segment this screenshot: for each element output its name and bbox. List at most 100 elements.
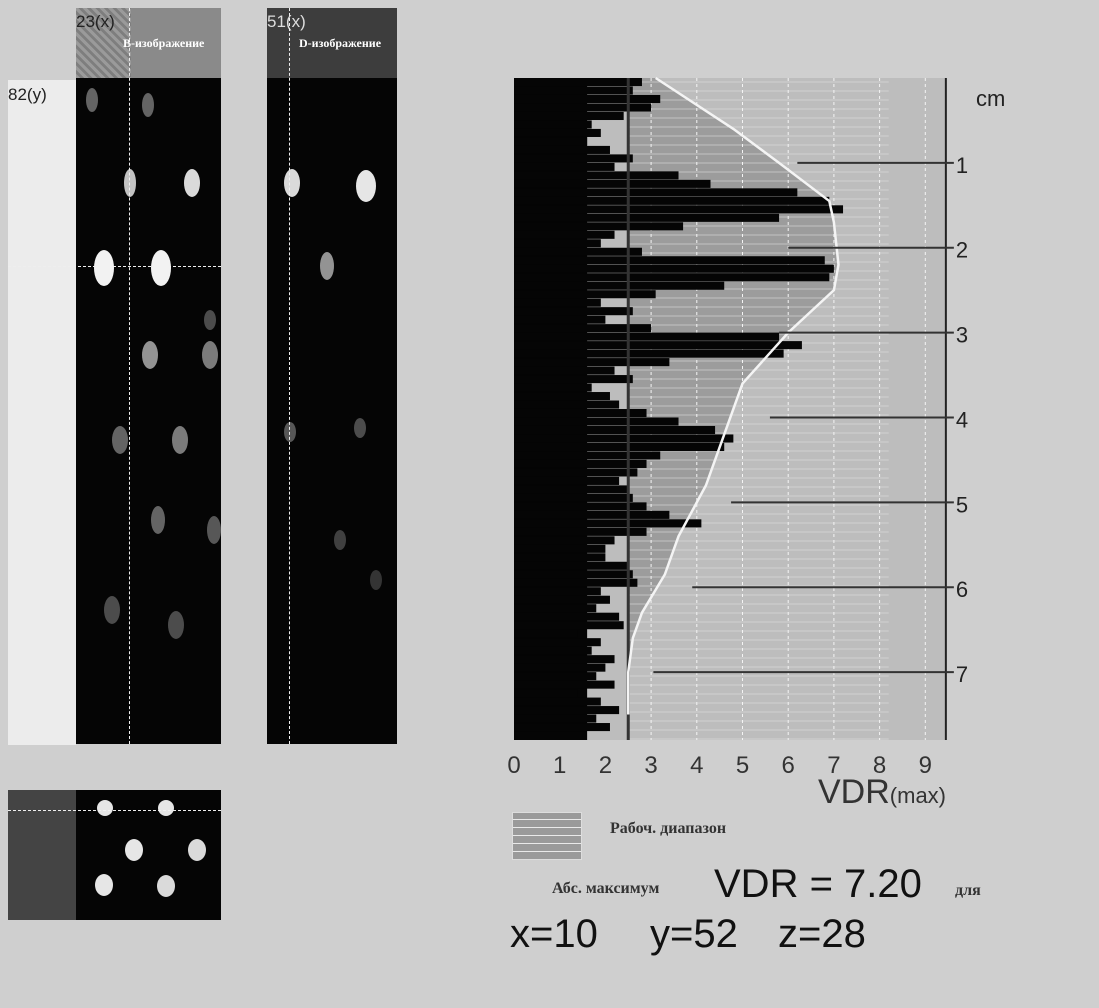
- vdr-bar: [514, 375, 633, 384]
- vdr-bar: [514, 689, 578, 698]
- vdr-bar: [514, 587, 601, 596]
- d-image-marker: 51(x): [267, 12, 306, 31]
- vdr-bar: [514, 697, 601, 706]
- coord-z: z=28: [778, 912, 866, 956]
- vdr-tick-label: 2: [599, 752, 612, 779]
- b-image-side-strip: [8, 80, 76, 745]
- vdr-bar: [514, 188, 798, 197]
- reflector-spot: [188, 839, 206, 861]
- vdr-bar: [514, 714, 597, 723]
- depth-tick-label: 1: [956, 153, 968, 178]
- reflector-spot: [142, 93, 154, 117]
- vdr-bar: [514, 213, 780, 222]
- reflector-spot: [151, 506, 165, 534]
- vdr-envelope-line: [627, 76, 840, 715]
- vdr-bar: [514, 383, 592, 392]
- x-axis-label: VDR(max): [818, 773, 946, 812]
- for-label: для: [955, 882, 981, 899]
- depth-tick-label: 4: [956, 407, 968, 432]
- b-image-header: 23(x) B-изображение: [76, 8, 221, 78]
- vdr-bar: [514, 307, 633, 316]
- vdr-bar: [514, 324, 652, 333]
- vdr-bar: [514, 561, 629, 570]
- reflector-spot: [86, 88, 98, 112]
- vdr-bar: [514, 425, 716, 435]
- vdr-max-value: VDR = 7.20: [714, 862, 922, 906]
- vdr-bar: [514, 476, 620, 485]
- vdr-bar: [514, 341, 802, 350]
- b-image-crosshair-horizontal: [8, 266, 221, 267]
- reflector-spot: [354, 418, 366, 438]
- vdr-bar: [514, 680, 615, 689]
- vdr-bar: [514, 111, 624, 121]
- vdr-bar: [514, 128, 601, 137]
- reflector-spot: [334, 530, 346, 550]
- reflector-spot: [97, 800, 113, 816]
- vdr-bar: [514, 527, 647, 536]
- vdr-bar: [514, 137, 588, 146]
- b-image-title: B-изображение: [123, 36, 205, 50]
- reflector-spot: [356, 170, 376, 202]
- d-image-crosshair-vertical: [289, 8, 290, 744]
- vdr-bar: [514, 655, 615, 664]
- vdr-bar: [514, 629, 578, 638]
- vdr-bar: [514, 493, 633, 502]
- vdr-bar: [514, 273, 830, 282]
- b-image-crosshair-vertical: [129, 8, 130, 744]
- vdr-bar: [514, 612, 620, 621]
- vdr-bar: [514, 409, 647, 418]
- vdr-bar: [514, 358, 670, 367]
- vdr-bar: [514, 451, 661, 460]
- depth-tick-label: 5: [956, 492, 968, 517]
- vdr-bar: [514, 723, 610, 732]
- vdr-bar: [514, 544, 606, 553]
- reflector-spot: [151, 250, 171, 286]
- x-axis-label-main: VDR: [818, 773, 890, 811]
- vdr-bar: [514, 264, 834, 273]
- reflector-spot: [142, 341, 158, 369]
- vdr-bar: [514, 434, 734, 443]
- d-image-title: D-изображение: [299, 36, 382, 50]
- vdr-bar: [514, 247, 642, 256]
- reflector-spot: [204, 310, 216, 330]
- vdr-bar: [514, 196, 830, 205]
- vdr-bar: [514, 171, 679, 180]
- vdr-bar: [514, 239, 601, 248]
- reflector-spot: [284, 169, 300, 197]
- vdr-bar: [514, 392, 610, 401]
- vdr-bar: [514, 179, 711, 188]
- vdr-tick-label: 3: [644, 752, 657, 779]
- reflector-spot: [157, 875, 175, 897]
- vdr-bar: [514, 502, 647, 511]
- vdr-tick-label: 8: [873, 752, 886, 779]
- vdr-bar: [514, 706, 620, 715]
- vdr-bar: [514, 256, 825, 265]
- working-range-legend-label: Рабоч. диапазон: [610, 820, 727, 837]
- working-range-legend-swatch: [512, 812, 582, 860]
- vdr-bar: [514, 103, 652, 112]
- b-image-x-marker: 23(x): [76, 12, 115, 31]
- vdr-bar: [514, 604, 597, 613]
- vdr-bar: [514, 663, 606, 672]
- reflector-spot: [168, 611, 184, 639]
- vdr-tick-label: 6: [782, 752, 795, 779]
- x-axis-label-suffix: (max): [889, 783, 947, 808]
- vdr-bar: [514, 672, 597, 681]
- abs-max-label: Абс. максимум: [552, 880, 660, 897]
- depth-tick-label: 6: [956, 577, 968, 602]
- reflector-spot: [172, 426, 188, 454]
- c-scan-side: [8, 790, 76, 920]
- reflector-spot: [184, 169, 200, 197]
- vdr-bar: [514, 536, 615, 545]
- vdr-bar: [514, 485, 629, 494]
- vdr-bar: [514, 145, 610, 154]
- b-image-y-marker: 82(y): [8, 85, 47, 104]
- reflector-spot: [94, 250, 114, 286]
- vdr-bar: [514, 349, 784, 358]
- vdr-bar: [514, 120, 592, 129]
- vdr-bar: [514, 646, 592, 655]
- vdr-tick-label: 9: [919, 752, 932, 779]
- vdr-tick-label: 1: [553, 752, 566, 779]
